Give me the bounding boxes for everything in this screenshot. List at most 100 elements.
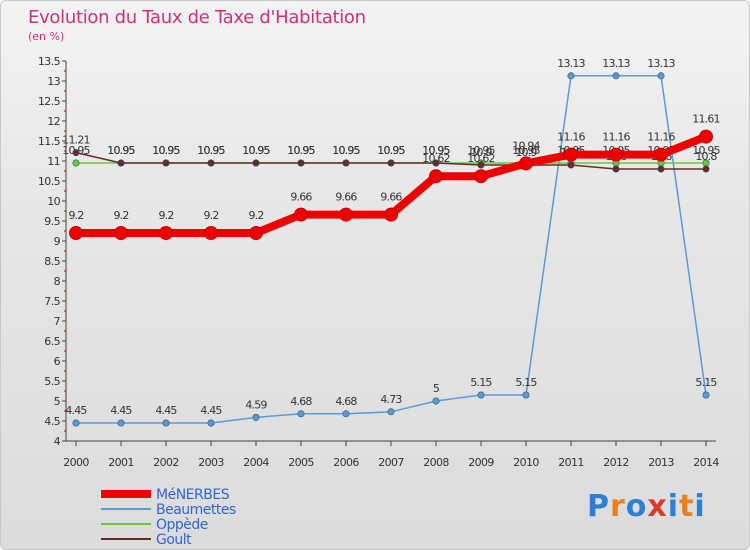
data-label: 9.2	[68, 209, 83, 222]
data-point	[477, 391, 485, 399]
y-tick-label: 6	[54, 355, 61, 368]
data-point	[474, 169, 488, 184]
y-tick-label: 7	[54, 315, 61, 328]
data-point	[252, 413, 260, 421]
data-label: 9.2	[158, 209, 173, 222]
data-label: 4.45	[155, 404, 177, 417]
data-label: 4.73	[380, 393, 402, 406]
y-tick-label: 11.5	[38, 135, 61, 148]
data-point	[252, 159, 260, 167]
data-label: 10.95	[467, 144, 495, 157]
data-label: 11.21	[62, 134, 90, 147]
data-point	[657, 72, 665, 80]
data-label: 9.2	[113, 209, 128, 222]
data-point	[699, 129, 713, 144]
data-label: 10.95	[197, 144, 225, 157]
data-label: 10.95	[422, 144, 450, 157]
data-point	[162, 159, 170, 167]
x-tick-label: 2004	[243, 456, 269, 469]
data-label: 10.95	[287, 144, 315, 157]
y-tick-label: 13	[47, 75, 60, 88]
data-label: 10.95	[377, 144, 405, 157]
x-tick-label: 2000	[63, 456, 89, 469]
data-point	[207, 419, 215, 427]
y-tick-label: 6.5	[44, 335, 60, 348]
data-label: 13.13	[647, 57, 675, 70]
logo-letter: x	[647, 489, 668, 524]
logo-letter: P	[587, 489, 610, 524]
data-point	[159, 226, 173, 240]
data-label: 10.95	[332, 144, 360, 157]
data-label: 5.15	[470, 376, 492, 389]
data-point	[72, 419, 80, 427]
y-tick-label: 8.5	[44, 255, 60, 268]
data-label: 11.16	[647, 131, 675, 144]
data-point	[384, 207, 398, 222]
data-label: 9.66	[380, 191, 402, 204]
data-label: 5.15	[695, 376, 717, 389]
logo-letter: r	[610, 489, 626, 524]
data-point	[564, 147, 578, 162]
series-line	[76, 75, 707, 424]
data-point	[69, 226, 83, 240]
chart-subtitle: (en %)	[28, 30, 65, 43]
data-point	[342, 159, 350, 167]
data-label: 4.68	[335, 395, 357, 408]
data-point	[297, 410, 305, 418]
y-tick-label: 12	[47, 115, 60, 128]
logo-letter: i	[694, 489, 706, 524]
data-point	[117, 419, 125, 427]
y-tick-label: 5.5	[44, 375, 60, 388]
data-label: 9.2	[248, 209, 263, 222]
data-point	[294, 207, 308, 222]
x-tick-label: 2011	[558, 456, 584, 469]
data-label: 4.45	[110, 404, 132, 417]
legend-label: Goult	[156, 532, 192, 548]
data-point	[297, 159, 305, 167]
logo-letter: t	[679, 489, 695, 524]
data-point	[204, 226, 218, 240]
data-point	[339, 207, 353, 222]
data-label: 10.8	[695, 150, 717, 163]
data-label: 4.68	[290, 395, 312, 408]
y-tick-label: 5	[54, 395, 61, 408]
x-tick-label: 2014	[693, 456, 719, 469]
x-tick-label: 2012	[603, 456, 629, 469]
data-label: 4.45	[200, 404, 222, 417]
data-label: 10.94	[512, 139, 540, 152]
data-point	[207, 159, 215, 167]
data-label: 5.15	[515, 376, 537, 389]
data-label: 10.9	[515, 146, 537, 159]
data-label: 4.59	[245, 398, 267, 411]
data-label: 10.95	[107, 144, 135, 157]
data-label: 9.66	[335, 191, 357, 204]
data-label: 5	[433, 382, 440, 395]
data-label: 10.9	[470, 146, 492, 159]
data-label: 10.95	[152, 144, 180, 157]
x-tick-label: 2013	[648, 456, 674, 469]
data-label: 10.95	[377, 144, 405, 157]
data-label: 10.95	[512, 144, 540, 157]
data-label: 11.16	[557, 131, 585, 144]
data-label: 10.62	[422, 152, 450, 165]
y-tick-label: 11	[47, 155, 60, 168]
data-label: 10.62	[467, 152, 495, 165]
data-label: 10.95	[242, 144, 270, 157]
data-point	[117, 159, 125, 167]
data-point	[657, 165, 665, 173]
y-tick-label: 12.5	[38, 95, 61, 108]
x-tick-label: 2005	[288, 456, 314, 469]
data-point	[612, 165, 620, 173]
y-tick-label: 9.5	[44, 215, 60, 228]
data-label: 10.95	[287, 144, 315, 157]
x-tick-label: 2010	[513, 456, 539, 469]
y-tick-label: 4	[54, 435, 61, 448]
data-point	[567, 72, 575, 80]
logo-letter: i	[667, 489, 680, 524]
data-point	[432, 397, 440, 405]
data-point	[612, 72, 620, 80]
logo-letter: o	[625, 489, 648, 524]
data-point	[519, 156, 533, 171]
